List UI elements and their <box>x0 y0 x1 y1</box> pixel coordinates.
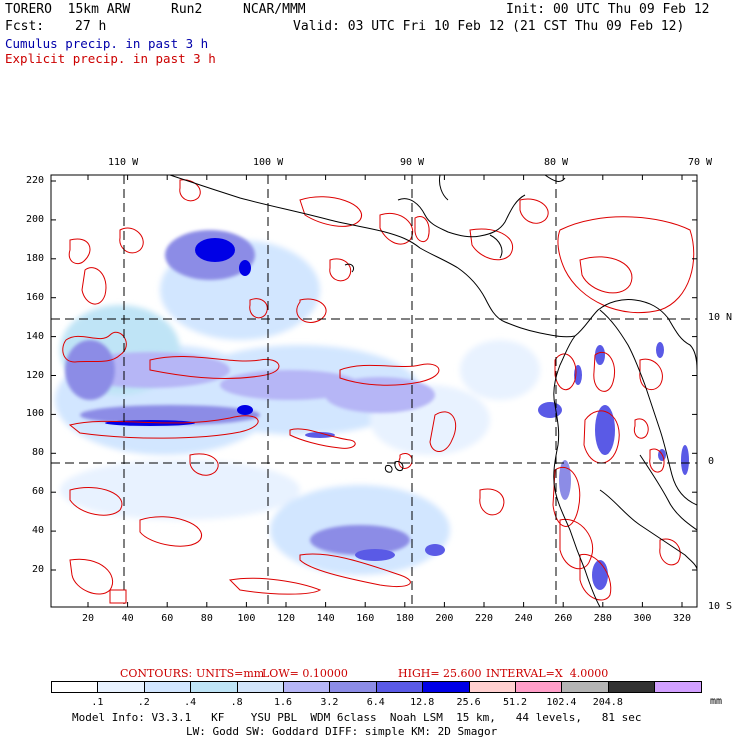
x-tick-label: 40 <box>121 613 134 624</box>
y-axis-ticks <box>51 180 697 571</box>
colorbar-swatch <box>515 681 563 693</box>
y-tick-label: 180 <box>26 252 45 264</box>
x-tick-label: 80 <box>200 613 213 624</box>
contour-interval: INTERVAL=X 4.0000 <box>486 667 609 680</box>
lon-label-90w: 90 W <box>400 157 425 168</box>
model-info: Model Info: V3.3.1 KF YSU PBL WDM 6class… <box>72 711 642 724</box>
lat-label-10n: 10 N <box>708 312 733 323</box>
colorbar-swatch <box>236 681 284 693</box>
colorbar-unit: mm <box>710 696 723 707</box>
y-tick-label: 20 <box>32 564 45 575</box>
colorbar-swatch <box>143 681 192 693</box>
latlon-grid <box>51 175 697 607</box>
x-tick-label: 120 <box>277 613 296 624</box>
y-tick-label: 160 <box>26 291 45 303</box>
y-tick-label: 120 <box>26 369 45 381</box>
lon-label-110w: 110 W <box>108 157 139 168</box>
contour-low: LOW= 0.10000 <box>262 667 348 680</box>
coastlines <box>169 175 697 607</box>
lat-label-10s: 10 S <box>708 601 733 612</box>
colorbar-label: 25.6 <box>456 697 481 708</box>
colorbar-swatch <box>422 681 470 693</box>
contour-high: HIGH= 25.600 <box>398 667 482 680</box>
org-label: NCAR/MMM <box>243 2 306 17</box>
lat-label-0: 0 <box>708 456 715 467</box>
contour-units: UNITS=mm <box>196 667 265 680</box>
colorbar-label: 6.4 <box>366 697 385 708</box>
y-tick-label: 220 <box>26 175 45 186</box>
x-tick-label: 20 <box>82 613 95 624</box>
y-tick-label: 200 <box>26 213 45 225</box>
forecast-label: Fcst: <box>5 19 45 34</box>
map-frame <box>50 174 698 608</box>
colorbar-label: 204.8 <box>592 697 623 708</box>
colorbar-swatch <box>468 681 516 693</box>
valid-time: Valid: 03 UTC Fri 10 Feb 12 (21 CST Thu … <box>293 19 685 34</box>
contour-label-box <box>109 589 127 604</box>
y-tick-label: 80 <box>32 447 45 459</box>
colorbar-swatch <box>97 681 145 693</box>
colorbar-label: .2 <box>137 697 150 708</box>
cumulus-medium-field <box>65 230 435 555</box>
colorbar-swatch <box>329 681 377 693</box>
contour-label: CONTOURS: <box>120 667 193 680</box>
x-tick-label: 300 <box>633 613 652 624</box>
colorbar-swatch <box>283 681 331 693</box>
y-tick-label: 140 <box>26 330 45 342</box>
x-tick-label: 220 <box>475 613 494 624</box>
x-tick-label: 160 <box>356 613 375 624</box>
colorbar-label: .4 <box>184 697 197 708</box>
init-time: Init: 00 UTC Thu 09 Feb 12 <box>506 2 710 17</box>
y-tick-label: 60 <box>32 486 45 498</box>
x-axis-ticks <box>87 175 683 607</box>
lon-label-70w: 70 W <box>688 157 713 168</box>
legend-cumulus: Cumulus precip. in past 3 h <box>5 36 209 51</box>
lon-label-80w: 80 W <box>544 157 569 168</box>
colorbar-swatch <box>654 681 702 693</box>
lon-label-100w: 100 W <box>253 157 284 168</box>
x-tick-label: 320 <box>673 613 692 624</box>
model-title: TORERO 15km ARW <box>5 2 131 17</box>
map-content <box>51 175 697 607</box>
x-tick-label: 200 <box>435 613 454 624</box>
colorbar-label: .1 <box>91 697 104 708</box>
colorbar-label: 3.2 <box>320 697 339 708</box>
x-tick-label: 140 <box>316 613 335 624</box>
colorbar-swatch <box>51 681 99 693</box>
x-tick-label: 260 <box>554 613 573 624</box>
forecast-hour: 27 h <box>75 19 107 34</box>
colorbar-label: 12.8 <box>410 697 435 708</box>
x-tick-label: 60 <box>161 613 174 624</box>
x-tick-label: 100 <box>237 613 256 624</box>
legend-explicit: Explicit precip. in past 3 h <box>5 51 216 66</box>
colorbar-label: 1.6 <box>273 697 293 708</box>
colorbar-swatch <box>561 681 609 693</box>
x-tick-label: 240 <box>514 613 533 624</box>
y-tick-label: 100 <box>26 408 45 420</box>
colorbar-label: 51.2 <box>502 697 528 708</box>
physics-info: LW: Godd SW: Goddard DIFF: simple KM: 2D… <box>186 725 498 738</box>
colorbar-label: .8 <box>230 697 243 708</box>
x-tick-label: 180 <box>395 613 414 624</box>
colorbar-swatch <box>375 681 424 693</box>
colorbar-swatch <box>190 681 238 693</box>
x-tick-label: 280 <box>593 613 612 624</box>
run-label: Run2 <box>171 2 203 17</box>
colorbar-swatch <box>607 681 656 693</box>
colorbar-label: 102.4 <box>546 697 577 708</box>
y-tick-label: 40 <box>32 525 45 537</box>
